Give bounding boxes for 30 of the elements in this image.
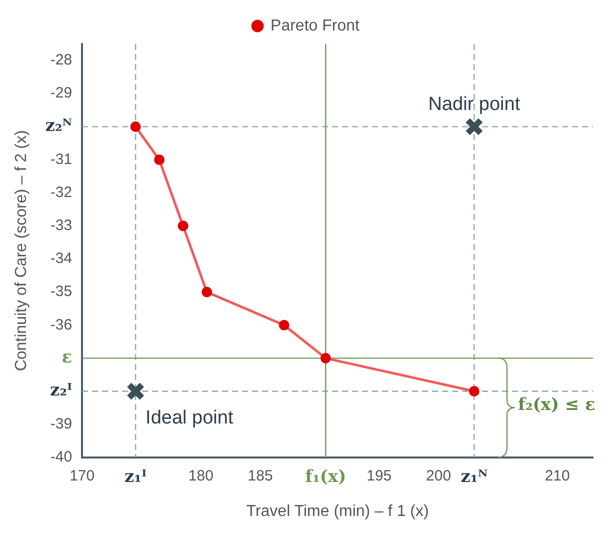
y-tick-label: -31 xyxy=(50,150,72,168)
x-tick-label: z₁ᴺ xyxy=(460,467,488,488)
x-tick-label: f₁(x) xyxy=(305,467,346,488)
y-tick-label: -29 xyxy=(50,84,72,102)
y-tick-label: z₂ᴺ xyxy=(45,116,72,136)
x-tick-label: 185 xyxy=(248,468,273,485)
legend-label: Pareto Front xyxy=(270,17,360,34)
y-tick-label: -34 xyxy=(50,250,72,268)
y-tick-label: -32 xyxy=(50,184,72,201)
y-tick-label: z₂ᴵ xyxy=(50,380,72,401)
point xyxy=(464,117,484,136)
x-tick-label: 200 xyxy=(426,468,452,485)
x-tick-label: 195 xyxy=(366,468,392,485)
y-tick-label: ε xyxy=(62,348,72,368)
x-tick-label: 180 xyxy=(188,468,214,485)
y-axis-title: Continuity of Care (score) – f 2 (x) xyxy=(13,130,30,372)
x-tick-label: 170 xyxy=(70,468,95,485)
annotation: f₂(x) ≤ ε xyxy=(518,394,596,415)
x-tick-label: 210 xyxy=(544,468,570,485)
y-tick-label: -33 xyxy=(50,217,72,234)
y-tick-label: -40 xyxy=(50,448,72,466)
x-tick-label: z₁ᴵ xyxy=(124,467,147,488)
series-label: Nadir point xyxy=(428,94,521,115)
x-axis-title: Travel Time (min) – f 1 (x) xyxy=(246,502,429,520)
y-tick-label: -39 xyxy=(50,415,72,432)
y-tick-label: -35 xyxy=(50,283,72,300)
y-tick-label: -36 xyxy=(50,316,72,334)
point xyxy=(126,382,145,401)
y-tick-label: -28 xyxy=(50,52,72,69)
series-label: Ideal point xyxy=(146,407,234,428)
